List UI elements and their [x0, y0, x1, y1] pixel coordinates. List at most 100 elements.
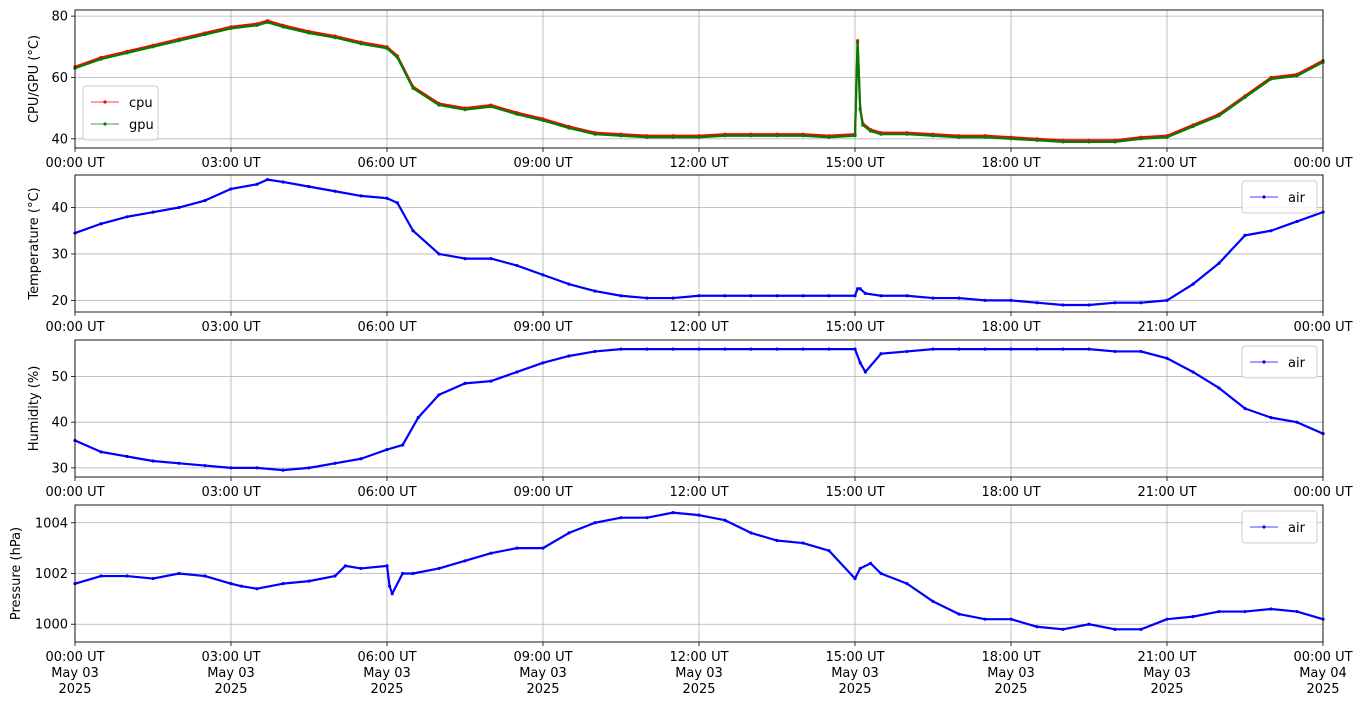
data-point-air [1191, 370, 1195, 374]
data-point-air [1295, 609, 1299, 614]
legend-box [82, 85, 159, 141]
data-point-gpu [749, 134, 753, 138]
data-point-air [983, 617, 987, 621]
data-point-gpu [983, 135, 987, 139]
data-point-air [858, 361, 862, 365]
x-tick-label: 18:00 UT [981, 156, 1040, 171]
data-point-air [1035, 625, 1039, 629]
data-point-air [1087, 303, 1091, 307]
data-point-air [1269, 229, 1273, 233]
data-point-gpu [858, 108, 862, 112]
x-tick-label-line: 12:00 UT [669, 156, 728, 171]
x-tick-label-line: 03:00 UT [201, 650, 260, 665]
x-tick-label: 12:00 UT [669, 485, 728, 500]
y-tick-label: 80 [51, 10, 68, 25]
data-point-air [1295, 219, 1299, 224]
x-tick-label-line: 00:00 UT [1293, 650, 1352, 665]
x-tick-label-line: 2025 [526, 682, 559, 697]
data-point-air [723, 518, 727, 522]
data-point-air [1087, 622, 1091, 626]
data-point-air [343, 564, 347, 568]
x-tick-label-line: 21:00 UT [1137, 650, 1196, 665]
legend-box [1241, 180, 1318, 214]
x-tick-label: 06:00 UT May 03 2025 [357, 650, 416, 697]
data-point-gpu [255, 23, 259, 27]
data-point-air [333, 574, 337, 578]
data-point-air [515, 546, 519, 550]
x-tick-label: 09:00 UT [513, 156, 572, 171]
legend-marker-cpu [103, 100, 107, 104]
x-tick-label-line: 00:00 UT [45, 650, 104, 665]
x-tick-label: 21:00 UT [1137, 485, 1196, 500]
x-tick-label-line: 09:00 UT [513, 156, 572, 171]
x-tick-label: 12:00 UT [669, 156, 728, 171]
legend: air [1241, 345, 1318, 379]
series-line-air [74, 348, 1324, 472]
data-point-air [1113, 301, 1117, 305]
data-point-air [385, 448, 389, 452]
data-point-air [863, 370, 868, 374]
x-tick-label: 21:00 UT [1137, 156, 1196, 171]
data-point-gpu [437, 103, 441, 107]
data-point-gpu [385, 46, 389, 50]
data-point-air [515, 263, 519, 268]
data-point-air [567, 531, 571, 535]
data-point-air [463, 256, 467, 261]
x-tick-label-line: 15:00 UT [825, 650, 884, 665]
x-tick-label: 18:00 UT [981, 320, 1040, 335]
data-point-air [359, 194, 363, 198]
x-tick-label: 00:00 UT May 04 2025 [1293, 650, 1352, 697]
x-tick-label: 12:00 UT May 03 2025 [669, 650, 728, 697]
data-point-gpu [861, 123, 865, 127]
x-tick-label-line: May 03 [363, 666, 411, 681]
x-tick-label-line: 15:00 UT [825, 156, 884, 171]
data-point-air [697, 513, 701, 517]
data-point-gpu [1295, 74, 1299, 78]
x-tick-label: 00:00 UT [45, 156, 104, 171]
data-point-gpu [869, 129, 873, 133]
legend: air [1241, 510, 1318, 544]
data-point-air [151, 459, 155, 463]
data-point-gpu [395, 55, 399, 60]
legend-label-cpu: cpu [129, 96, 153, 111]
y-axis-label: Humidity (%) [27, 366, 42, 452]
x-tick-label: 15:00 UT May 03 2025 [825, 650, 884, 697]
x-tick-label-line: 2025 [1150, 682, 1183, 697]
chart-panel-3: 30 40 50 00:00 UT 03:00 UT 06:00 UT 09:00 UT 12… [27, 339, 1353, 500]
y-tick-label: 20 [51, 294, 68, 309]
x-tick-label-line: 00:00 UT [45, 485, 104, 500]
data-point-air [395, 201, 399, 205]
data-point-air [125, 574, 129, 578]
data-point-gpu [619, 134, 623, 138]
data-point-air [99, 574, 103, 578]
data-point-air [1295, 420, 1299, 424]
x-tick-label-line: 00:00 UT [1293, 485, 1352, 500]
x-tick-label-line: 12:00 UT [669, 485, 728, 500]
data-point-air [827, 347, 831, 351]
data-point-air [203, 463, 207, 468]
x-tick-label-line: May 03 [675, 666, 723, 681]
y-tick-label: 40 [51, 416, 68, 431]
data-point-air [619, 516, 623, 520]
data-point-gpu [99, 57, 103, 61]
x-tick-label: 15:00 UT [825, 320, 884, 335]
data-point-gpu [879, 132, 883, 136]
data-point-air [697, 347, 701, 351]
data-point-air [905, 582, 909, 586]
x-tick-label: 00:00 UT [1293, 485, 1352, 500]
x-tick-label: 06:00 UT [357, 156, 416, 171]
data-point-air [801, 294, 805, 298]
data-point-gpu [567, 126, 571, 130]
x-tick-label: 03:00 UT [201, 485, 260, 500]
data-point-air [567, 282, 571, 286]
y-tick-label: 30 [51, 247, 68, 262]
data-point-air [1243, 233, 1247, 237]
data-point-air [437, 393, 441, 397]
data-point-air [437, 252, 441, 256]
x-tick-label-line: 2025 [682, 682, 715, 697]
data-point-gpu [151, 45, 155, 49]
data-point-gpu [801, 134, 805, 138]
x-tick-label-line: 18:00 UT [981, 485, 1040, 500]
data-point-air [879, 294, 883, 298]
x-tick-label-line: 18:00 UT [981, 320, 1040, 335]
